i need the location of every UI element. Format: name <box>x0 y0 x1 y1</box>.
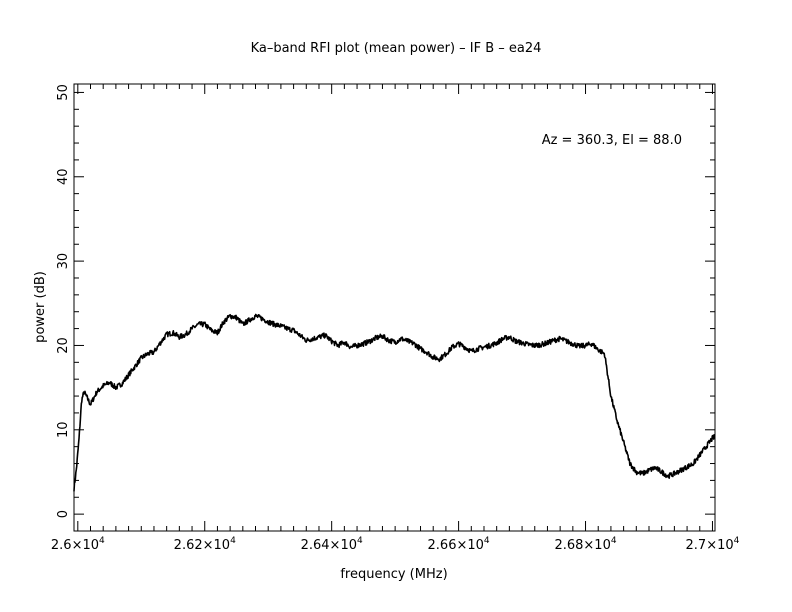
y-tick-label: 10 <box>56 422 71 439</box>
plot-frame <box>73 83 716 532</box>
y-tick-label: 0 <box>56 510 71 518</box>
y-tick-label: 40 <box>56 169 71 186</box>
y-tick-label: 50 <box>56 84 71 101</box>
series-line <box>73 313 716 492</box>
x-tick-label: 2.64×104 <box>301 536 363 553</box>
y-tick-label: 20 <box>56 337 71 354</box>
x-tick-label: 2.68×104 <box>554 536 616 553</box>
chart-title: Ka–band RFI plot (mean power) – IF B – e… <box>251 41 542 56</box>
x-tick-label: 2.62×104 <box>174 536 236 553</box>
y-tick-label: 30 <box>56 253 71 270</box>
x-axis-label: frequency (MHz) <box>340 567 447 582</box>
axis-ticks <box>74 84 715 532</box>
y-tick-labels: 0 10 20 30 40 50 <box>56 84 71 518</box>
x-tick-label: 2.6×104 <box>51 536 105 553</box>
x-tick-labels: 2.6×104 2.62×104 2.64×104 2.66×104 2.68×104 2… <box>51 536 740 553</box>
x-tick-label: 2.66×104 <box>428 536 490 553</box>
annotation-az-el: Az = 360.3, El = 88.0 <box>542 133 682 148</box>
x-tick-label: 2.7×104 <box>686 536 740 553</box>
y-axis-label: power (dB) <box>33 271 48 343</box>
